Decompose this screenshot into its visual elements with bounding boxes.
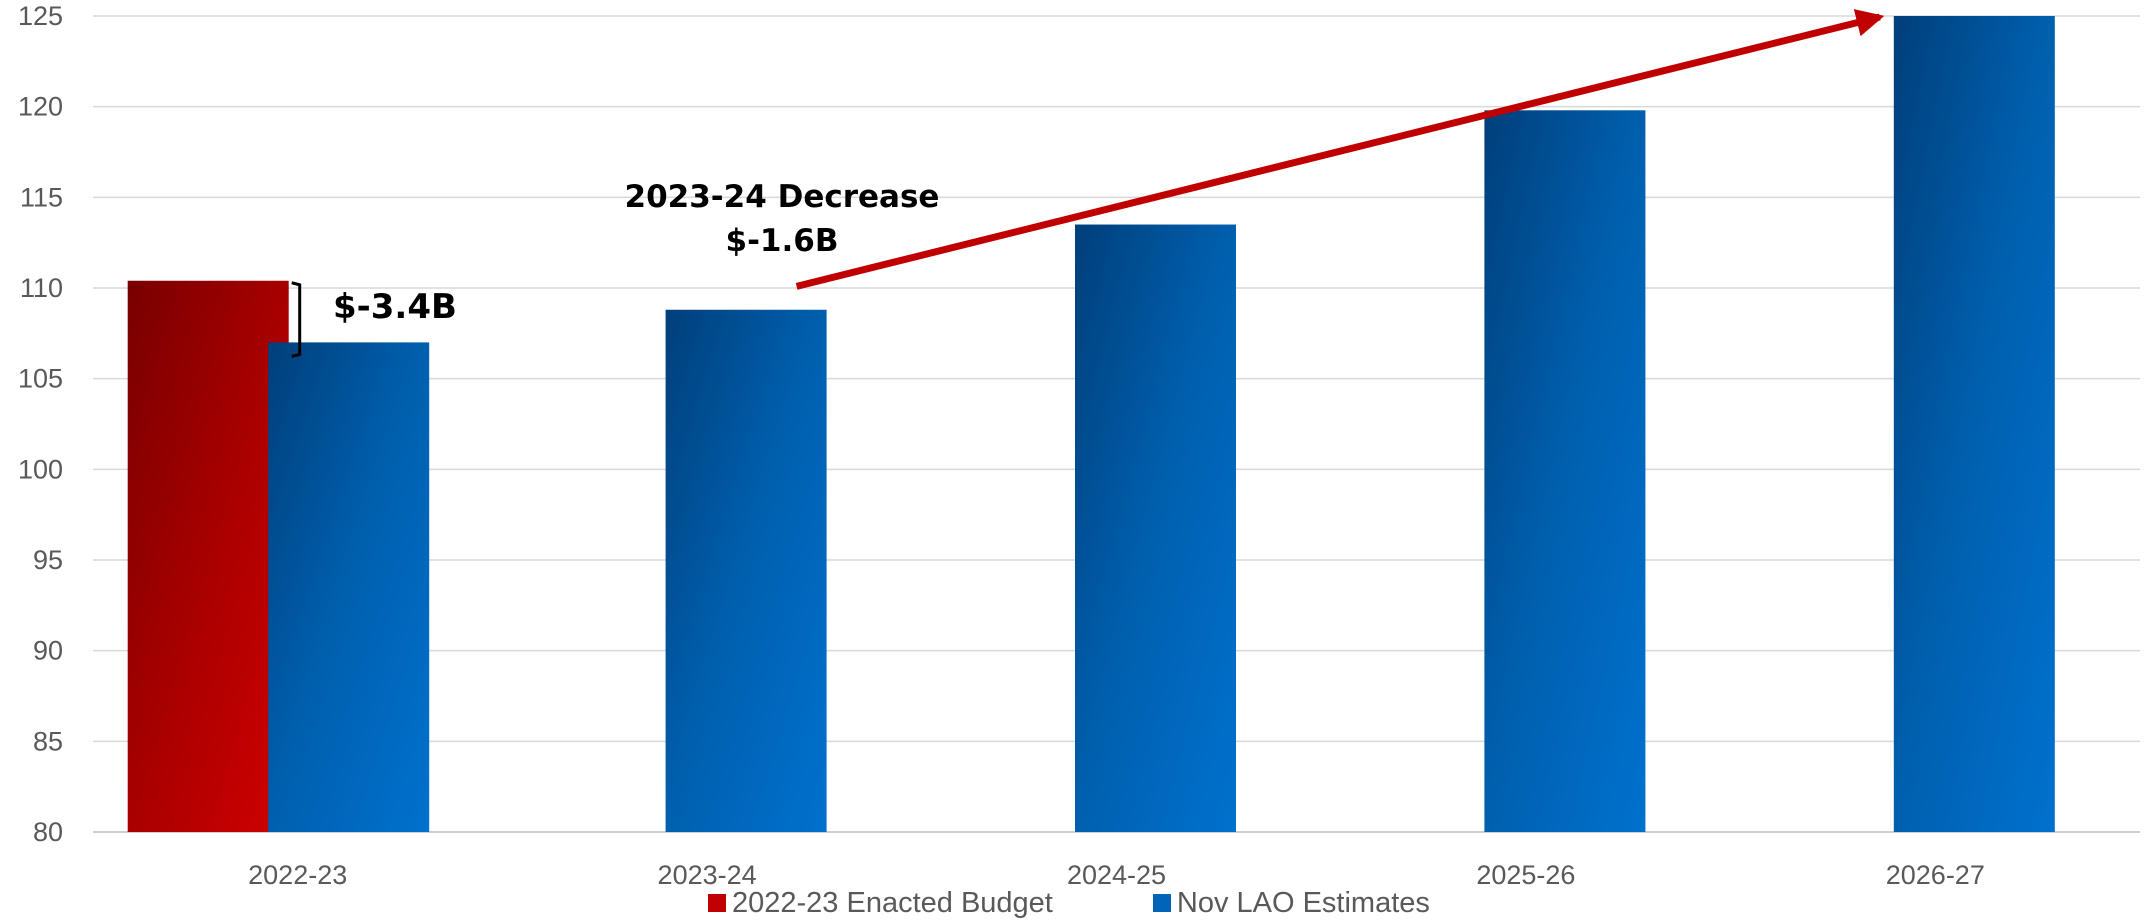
y-tick-label: 90 <box>33 636 63 666</box>
legend-label-enacted: 2022-23 Enacted Budget <box>732 886 1053 919</box>
bar-lao-estimate <box>268 342 430 832</box>
trend-arrow <box>795 9 1885 290</box>
legend-label-lao: Nov LAO Estimates <box>1176 886 1430 919</box>
y-tick-label: 80 <box>33 817 63 847</box>
annotations: $-3.4B 2023-24 Decrease $-1.6B <box>291 9 1885 358</box>
y-tick-label: 125 <box>18 1 63 31</box>
y-tick-label: 105 <box>18 364 63 394</box>
x-category-label: 2026-27 <box>1886 860 1985 890</box>
y-tick-label: 120 <box>18 92 63 122</box>
x-category-label: 2023-24 <box>658 860 757 890</box>
legend-item-lao: Nov LAO Estimates <box>1152 886 1430 920</box>
bar-lao-estimate <box>1484 110 1646 832</box>
y-tick-label: 85 <box>33 726 63 756</box>
y-tick-label: 110 <box>20 273 63 303</box>
legend: 2022-23 Enacted Budget Nov LAO Estimates <box>708 886 1530 920</box>
bar-lao-estimate <box>665 309 827 832</box>
bars <box>127 16 2055 833</box>
difference-label: $-3.4B <box>333 287 457 327</box>
x-category-label: 2024-25 <box>1067 860 1166 890</box>
legend-swatch-enacted <box>708 894 726 912</box>
decrease-label-line1: 2023-24 Decrease <box>625 179 940 215</box>
x-axis-categories: 2022-23 2023-24 2024-25 2025-26 2026-27 <box>248 860 1985 890</box>
x-category-label: 2022-23 <box>248 860 347 890</box>
bar-lao-estimate <box>1075 224 1236 833</box>
y-tick-label: 115 <box>20 182 63 212</box>
y-tick-label: 100 <box>18 454 63 484</box>
legend-swatch-lao <box>1152 894 1171 912</box>
decrease-label-line2: $-1.6B <box>726 223 839 259</box>
difference-bracket <box>291 281 302 358</box>
bar-enacted-budget <box>127 280 289 832</box>
y-axis-ticks: 80 85 90 95 100 105 110 115 120 125 <box>18 1 63 847</box>
y-tick-label: 95 <box>33 545 63 575</box>
legend-item-enacted: 2022-23 Enacted Budget <box>708 887 1053 920</box>
bar-lao-estimate <box>1893 16 2055 832</box>
x-category-label: 2025-26 <box>1476 860 1575 890</box>
